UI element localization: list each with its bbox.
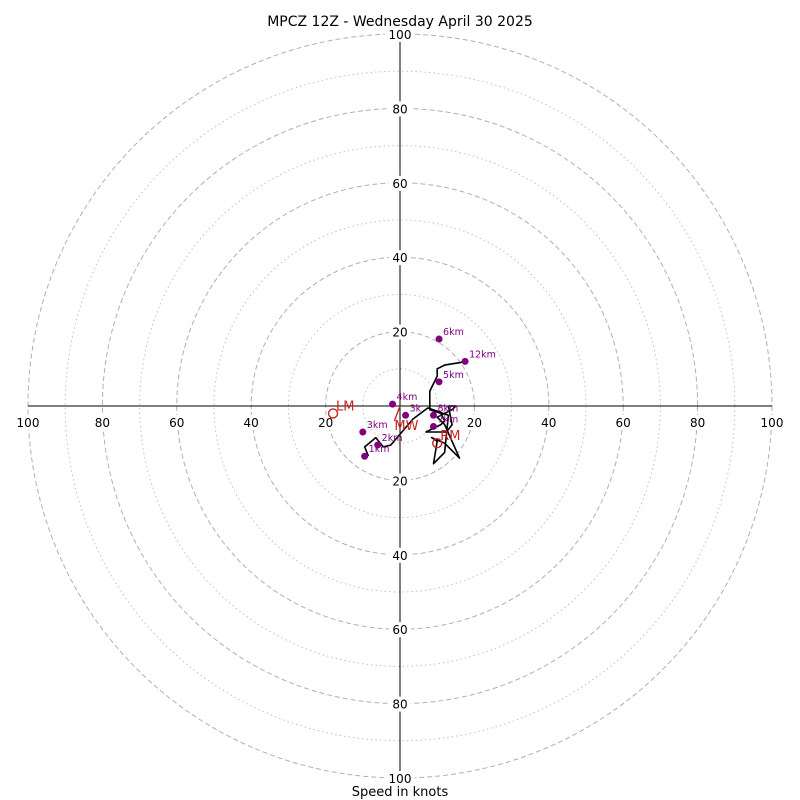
tick-label: 60: [169, 416, 184, 430]
tick-label: 100: [761, 416, 784, 430]
tick-label: 80: [690, 416, 705, 430]
tick-label: 40: [392, 251, 407, 265]
motion-label-LM: LM: [336, 399, 354, 414]
tick-label: 20: [318, 416, 333, 430]
tick-label-bg: [91, 415, 114, 430]
height-label-6km: 6km: [443, 327, 464, 338]
tick-label-bg: [165, 415, 188, 430]
tick-label-bg: [13, 415, 43, 430]
tick-label-bg: [389, 473, 411, 489]
tick-label-bg: [389, 250, 411, 266]
tick-label: 60: [392, 623, 407, 637]
x-axis-label: Speed in knots: [352, 785, 449, 800]
chart-title: MPCZ 12Z - Wednesday April 30 2025: [267, 14, 533, 30]
tick-label-bg: [240, 415, 263, 430]
hodograph-trace: [363, 360, 468, 465]
tick-label: 20: [392, 474, 407, 488]
tick-label: 80: [392, 102, 407, 116]
tick-label-bg: [389, 101, 411, 117]
tick-label-bg: [612, 415, 635, 430]
tick-label-bg: [757, 415, 787, 430]
height-label-1km: 1km: [369, 444, 390, 455]
tick-label-bg: [389, 324, 411, 340]
tick-label-bg: [314, 415, 337, 430]
tick-label-bg: [537, 415, 560, 430]
tick-label: 80: [392, 698, 407, 712]
height-point-3k: [402, 411, 410, 419]
height-point-7km: [429, 422, 437, 430]
tick-label: 40: [541, 416, 556, 430]
tick-label-bg: [385, 771, 415, 786]
tick-label: 80: [95, 416, 110, 430]
height-point-1km: [361, 452, 369, 460]
tick-label-bg: [389, 175, 411, 191]
tick-label-bg: [463, 415, 486, 430]
tick-label: 20: [467, 416, 482, 430]
height-label-8km: 8km: [437, 403, 458, 414]
tick-label: 100: [17, 416, 40, 430]
height-label-7km: 7km: [437, 414, 458, 425]
height-label-4km: 4km: [397, 392, 418, 403]
motion-marker-LM: [327, 408, 339, 419]
motion-label-MW: MW: [394, 419, 418, 434]
height-point-8km: [429, 411, 437, 419]
tick-labels: 20 20 20 20 40 40 40 40 60 60 60 60 80 80 80 80 100 100 10…: [13, 27, 787, 786]
storm-motion-markers: LM RM MW: [327, 399, 460, 449]
height-point-3km: [359, 428, 367, 436]
height-label-2km: 2km: [382, 433, 403, 444]
tick-label: 40: [244, 416, 259, 430]
height-label-3km: 3km: [367, 420, 388, 431]
tick-label: 20: [392, 326, 407, 340]
tick-label-bg: [389, 547, 411, 563]
height-label-12km: 12km: [469, 349, 496, 360]
height-point-5km: [435, 378, 443, 386]
tick-label-bg: [686, 415, 709, 430]
height-point-6km: [435, 335, 443, 343]
tick-label: 100: [389, 28, 412, 42]
tick-label: 60: [616, 416, 631, 430]
tick-label: 100: [389, 772, 412, 786]
tick-label-bg: [389, 696, 411, 712]
tick-label: 40: [392, 549, 407, 563]
motion-marker-RM: [432, 438, 443, 449]
height-point-4km: [389, 400, 397, 408]
height-point-12km: [461, 357, 469, 365]
tick-label-bg: [389, 622, 411, 638]
motion-label-RM: RM: [440, 429, 460, 444]
height-label-5km: 5km: [443, 370, 464, 381]
height-point-2km: [374, 441, 382, 449]
tick-label: 60: [392, 177, 407, 191]
height-label-3k: 3k: [410, 403, 422, 414]
hodograph-trace-group: [363, 360, 468, 465]
mean-wind-vector: [393, 405, 401, 422]
tick-label-bg: [385, 27, 415, 42]
